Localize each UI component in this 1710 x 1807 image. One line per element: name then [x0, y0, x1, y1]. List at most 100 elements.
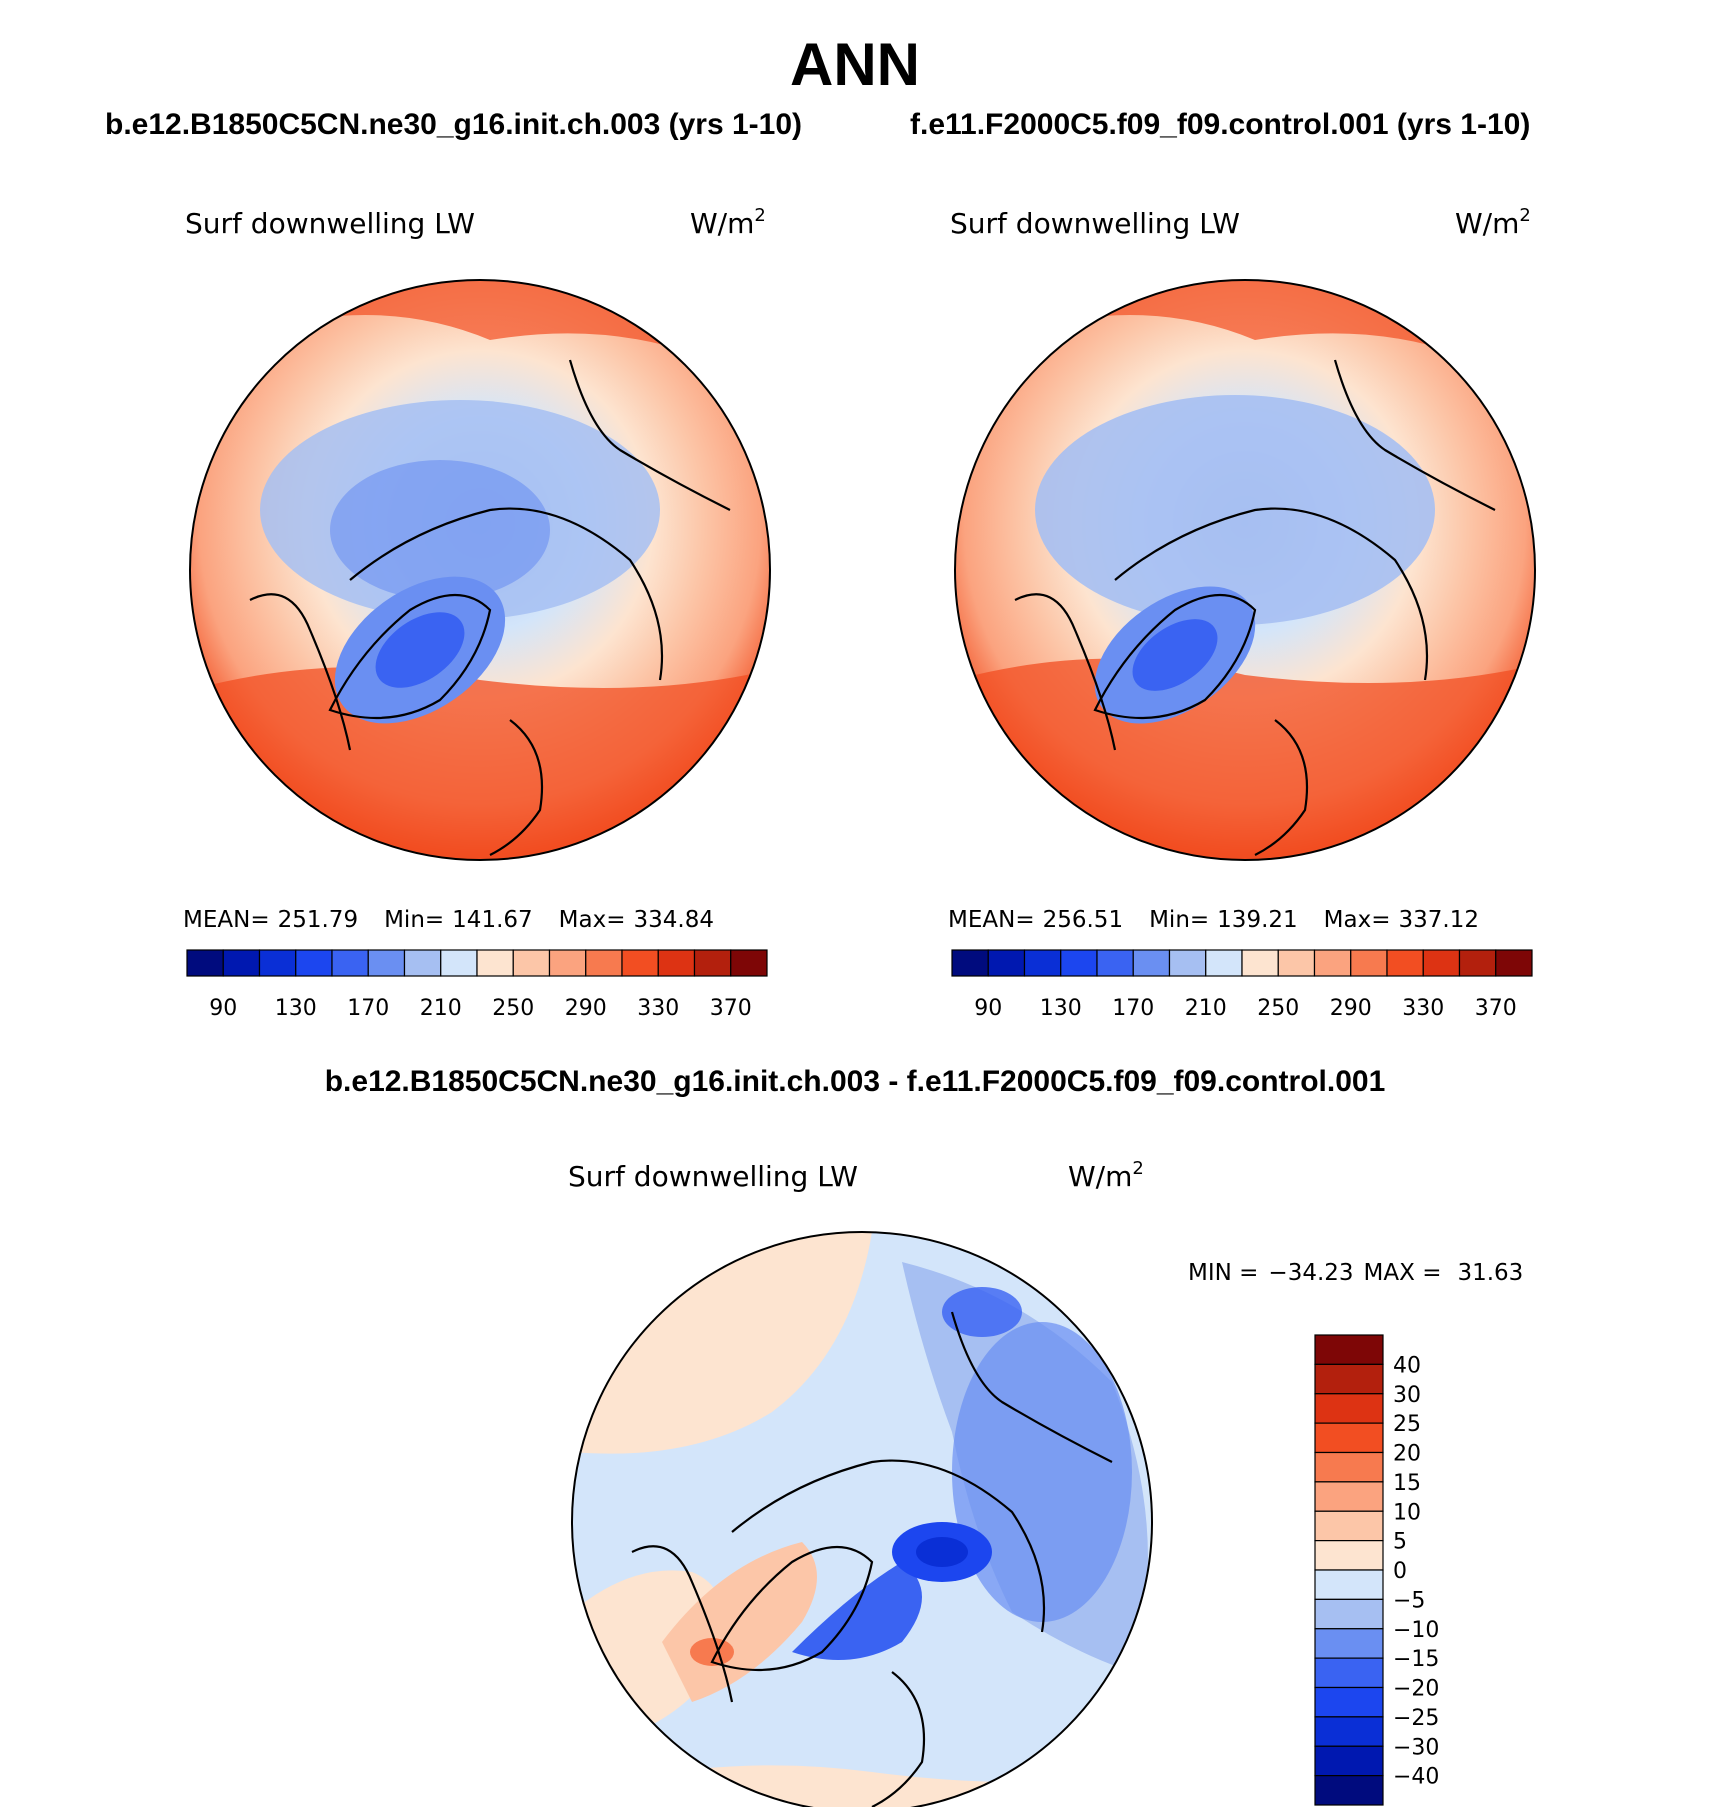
colorbar-vertical: 40 30 25 20 15 10 5 0 −5 −10 −15 −20 −25 −30 −40 — [1314, 1334, 1439, 1806]
colorbar-tick-label: −40 — [1393, 1765, 1439, 1790]
colorbar-box — [1314, 1422, 1384, 1454]
colorbar-box — [1314, 1686, 1384, 1718]
colorbar-tick-label: 210 — [420, 996, 462, 1021]
eurasia-core — [952, 1322, 1132, 1622]
coastline — [249, 359, 731, 856]
map-border — [571, 1231, 1153, 1807]
colorbar-tick-label: 90 — [974, 996, 1002, 1021]
colorbar-box — [1314, 1510, 1384, 1542]
colorbar-box — [621, 949, 659, 977]
colorbar-tick-label: −15 — [1393, 1647, 1439, 1672]
colorbar-tick-label: 10 — [1393, 1500, 1421, 1525]
colorbar-box — [1205, 949, 1243, 977]
greenland-core — [1132, 619, 1218, 691]
difference-title: b.e12.B1850C5CN.ne30_g16.init.ch.003 - f… — [324, 1065, 1386, 1098]
colorbar-box — [1458, 949, 1497, 977]
colorbar-box — [1495, 949, 1533, 977]
map-panel-right: Surf downwelling LW W/m2 MEAN= 256.51 Min=… — [950, 205, 1536, 1021]
map-panel-left: Surf downwelling LW W/m2 MEAN= 251.79 Min=… — [185, 205, 771, 1021]
mean-stats: MEAN= 256.51 Min= 139.21 Max= 337.12 — [950, 907, 1479, 933]
colorbar-box — [440, 949, 478, 977]
colorbar-tick-label: 210 — [1185, 996, 1227, 1021]
colorbar-tick-label: 170 — [347, 996, 389, 1021]
colorbar-box — [730, 949, 768, 977]
colorbar-box — [403, 949, 442, 977]
colorbar-box — [1313, 949, 1352, 977]
colorbar-box — [1314, 1745, 1384, 1777]
colorbar-box — [1241, 949, 1279, 977]
colorbar-tick-label: 370 — [1475, 996, 1517, 1021]
colorbar-tick-label: 330 — [637, 996, 679, 1021]
colorbar-box — [331, 949, 369, 977]
colorbar: 90 130 170 210 250 290 330 370 — [186, 949, 768, 1021]
colorbar-box — [1314, 1393, 1384, 1424]
colorbar-box — [295, 949, 333, 977]
colorbar-box — [585, 949, 623, 977]
coastline — [1014, 359, 1496, 856]
mean-stats: MEAN= 251.79 Min= 141.67 Max= 334.84 — [185, 907, 714, 933]
colorbar-box — [1096, 949, 1134, 977]
colorbar-tick-label: 250 — [1257, 996, 1299, 1021]
colorbar-tick-label: −20 — [1393, 1677, 1439, 1702]
colorbar-tick-label: 370 — [710, 996, 752, 1021]
colorbar-tick-label: 30 — [1393, 1383, 1421, 1408]
colorbar-tick-label: 15 — [1393, 1471, 1421, 1496]
colorbar-tick-label: −25 — [1393, 1706, 1439, 1731]
colorbar-box — [1314, 1363, 1384, 1395]
colorbar-box — [951, 949, 989, 977]
colorbar-box — [1314, 1334, 1384, 1365]
pacific-cold — [942, 1287, 1022, 1337]
colorbar-box — [1023, 949, 1062, 977]
colorbar-tick-label: 290 — [1330, 996, 1372, 1021]
minmax-label: MIN = −34.23 MAX = 31.63 — [1188, 1260, 1523, 1286]
case-title-right: f.e11.F2000C5.f09_f09.control.001 (yrs 1… — [910, 108, 1531, 141]
colorbar-box — [987, 949, 1026, 977]
greenland-hot — [690, 1638, 734, 1666]
colorbar-box — [548, 949, 587, 977]
colorbar-tick-label: 130 — [1040, 996, 1082, 1021]
greenland-outline — [710, 1545, 874, 1672]
polar-map — [954, 279, 1536, 861]
colorbar-tick-label: 130 — [275, 996, 317, 1021]
warm-atlantic-band — [190, 667, 770, 860]
greenland-core — [375, 612, 465, 688]
colorbar-tick-label: 0 — [1393, 1559, 1407, 1584]
units-label: W/m2 — [1068, 1158, 1144, 1193]
barents-cold — [792, 1562, 922, 1660]
colorbar-box — [1132, 949, 1171, 977]
colorbar-box — [1386, 949, 1424, 977]
map-border — [954, 279, 1536, 861]
units-label: W/m2 — [690, 205, 766, 240]
colorbar-box — [1350, 949, 1388, 977]
atlantic-warm — [572, 1765, 1152, 1807]
colorbar-tick-label: 20 — [1393, 1442, 1421, 1467]
greenland-outline — [328, 593, 492, 720]
polar-map — [189, 279, 771, 861]
variable-label: Surf downwelling LW — [950, 207, 1240, 240]
warm-atlantic-band — [955, 658, 1535, 860]
colorbar-box — [367, 949, 406, 977]
colorbar-tick-label: 5 — [1393, 1530, 1407, 1555]
colorbar-tick-label: 330 — [1402, 996, 1444, 1021]
colorbar-tick-label: 290 — [565, 996, 607, 1021]
arctic-ocean-cold — [1035, 395, 1435, 625]
colorbar-box — [186, 949, 224, 977]
colorbar-box — [1314, 1628, 1384, 1659]
coastline — [631, 1311, 1113, 1807]
colorbar-box — [1060, 949, 1098, 977]
colorbar-tick-label: −30 — [1393, 1735, 1439, 1760]
colorbar-box — [1314, 1569, 1384, 1600]
map-border — [189, 279, 771, 861]
colorbar-box — [258, 949, 297, 977]
colorbar-box — [1314, 1716, 1384, 1747]
greenland-outline — [1093, 593, 1257, 720]
colorbar-box — [1314, 1775, 1384, 1806]
colorbar-box — [1168, 949, 1207, 977]
colorbar-box — [1314, 1540, 1384, 1571]
polar-map — [571, 1231, 1153, 1807]
difference-panel: Surf downwelling LW W/m2 MIN = −34.23 MAX … — [568, 1158, 1523, 1807]
colorbar-box — [693, 949, 732, 977]
arctic-ocean-core — [330, 460, 550, 600]
siberia-core — [916, 1537, 968, 1567]
colorbar-tick-label: 170 — [1112, 996, 1154, 1021]
